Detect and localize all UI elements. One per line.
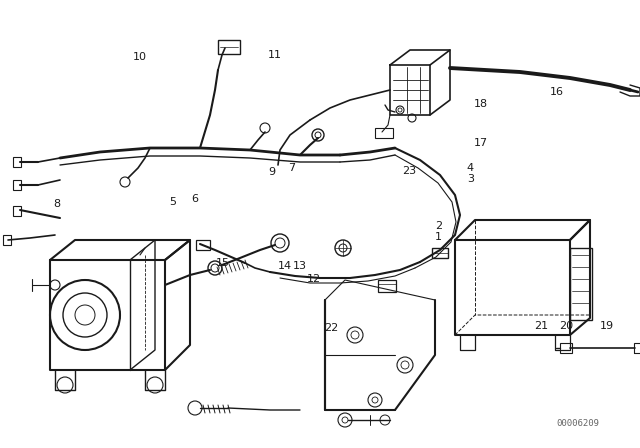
Text: 15: 15 xyxy=(216,258,230,268)
Text: 8: 8 xyxy=(52,199,60,209)
Text: 1: 1 xyxy=(435,233,442,242)
Bar xyxy=(13,206,21,216)
Bar xyxy=(13,180,21,190)
Text: 6: 6 xyxy=(192,194,198,204)
Text: 13: 13 xyxy=(292,261,307,271)
Text: 22: 22 xyxy=(324,323,339,333)
Bar xyxy=(218,40,240,54)
Text: 7: 7 xyxy=(287,163,295,173)
Bar xyxy=(3,235,11,245)
Bar xyxy=(375,128,393,138)
Text: 9: 9 xyxy=(268,168,276,177)
Bar xyxy=(13,157,21,167)
Text: 11: 11 xyxy=(268,50,282,60)
Text: 2: 2 xyxy=(435,221,442,231)
Text: 12: 12 xyxy=(307,274,321,284)
Text: 18: 18 xyxy=(474,99,488,109)
Text: 10: 10 xyxy=(132,52,147,62)
Bar xyxy=(196,240,210,250)
Text: 20: 20 xyxy=(559,321,573,331)
Text: 16: 16 xyxy=(550,87,564,97)
Bar xyxy=(378,280,396,292)
Text: 19: 19 xyxy=(600,321,614,331)
Text: 23: 23 xyxy=(403,166,417,176)
Text: 3: 3 xyxy=(467,174,474,184)
Text: 14: 14 xyxy=(278,261,292,271)
Text: 21: 21 xyxy=(534,321,548,331)
Text: 5: 5 xyxy=(170,197,176,207)
Text: 4: 4 xyxy=(467,163,474,173)
Bar xyxy=(634,343,640,353)
Bar xyxy=(432,248,448,258)
Text: 17: 17 xyxy=(474,138,488,148)
Bar xyxy=(560,343,572,353)
Text: 00006209: 00006209 xyxy=(557,418,600,427)
Bar xyxy=(570,248,592,320)
